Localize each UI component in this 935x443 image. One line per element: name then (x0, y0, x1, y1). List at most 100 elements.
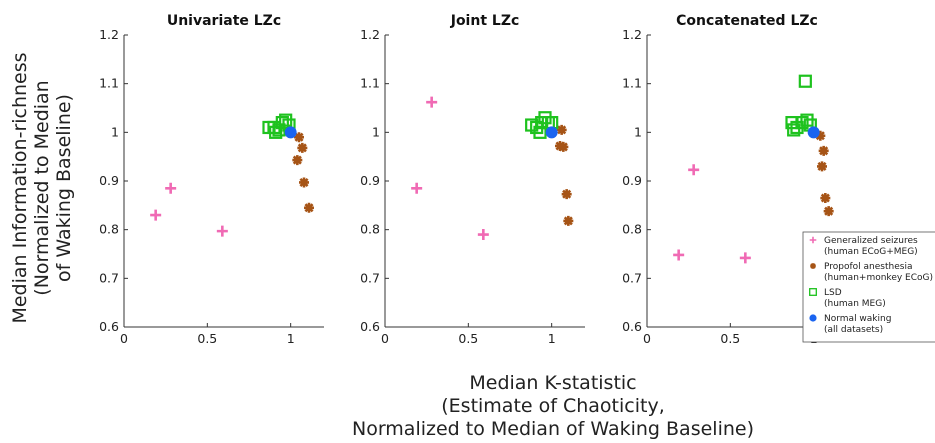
series-asterisk (815, 130, 834, 217)
data-point-dot (807, 126, 820, 139)
legend-marker-asterisk (810, 263, 816, 269)
legend-entry: Generalized seizures(human ECoG+MEG) (809, 236, 918, 257)
x-tick-label: 0.5 (720, 331, 740, 346)
data-point-asterisk (292, 155, 303, 166)
series-plus (150, 182, 228, 237)
x-tick-label: 0 (381, 331, 389, 346)
data-point-dot (284, 126, 297, 139)
x-tick-label: 0 (120, 331, 128, 346)
legend-sublabel: (human+monkey ECoG) (824, 273, 933, 283)
y-tick-label: 0.7 (622, 270, 642, 285)
y-tick-label: 0.8 (99, 222, 119, 237)
data-point-asterisk (556, 124, 567, 135)
legend-marker-plus (809, 236, 817, 244)
legend: Generalized seizures(human ECoG+MEG) Prop… (802, 231, 935, 343)
y-tick-label: 1.1 (360, 76, 380, 91)
legend-sublabel: (human MEG) (824, 299, 886, 309)
legend-marker-dot (809, 314, 817, 322)
data-point-asterisk (818, 145, 829, 156)
y-tick-label: 0.8 (360, 222, 380, 237)
data-point-plus (150, 209, 162, 221)
y-tick-label: 0.8 (622, 222, 642, 237)
data-point-asterisk (563, 215, 574, 226)
x-axis-label-line-2: (Estimate of Chaoticity, (441, 395, 665, 417)
series-dot (545, 126, 558, 139)
y-tick-label: 1.1 (99, 76, 119, 91)
legend-sublabel: (human ECoG+MEG) (824, 247, 918, 257)
data-point-square (269, 125, 283, 139)
x-tick-label: 1 (548, 331, 556, 346)
y-tick-label: 0.6 (99, 319, 119, 334)
data-point-plus (673, 249, 685, 261)
y-tick-label: 0.9 (622, 173, 642, 188)
data-point-asterisk (304, 202, 314, 213)
panel-2: Joint LZc 0.6 0.7 0.8 0.9 1 1.1 1.2 0 0.5 1 (360, 13, 585, 346)
y-axis-label-line-2: (Normalized to Median (31, 80, 53, 295)
y-tick-label: 1.2 (99, 27, 119, 42)
y-tick-label: 0.9 (360, 173, 380, 188)
data-point-asterisk (823, 206, 834, 217)
x-tick-label: 0.5 (197, 331, 217, 346)
panel-title: Univariate LZc (167, 13, 281, 29)
y-axis-label-line-1: Median Information-richness (9, 52, 31, 323)
panel-title: Concatenated LZc (676, 13, 818, 29)
x-axis-label-line-3: Normalized to Median of Waking Baseline) (352, 418, 754, 440)
y-tick-label: 1 (372, 124, 380, 139)
legend-marker-square (809, 288, 817, 296)
series-plus (411, 96, 489, 241)
data-point-plus (216, 225, 228, 237)
legend-entry: Normal waking(all datasets) (809, 314, 891, 335)
data-point-square (798, 74, 812, 88)
legend-label: Normal waking (824, 314, 891, 324)
x-tick-label: 0 (643, 331, 651, 346)
series-plus (673, 164, 751, 264)
y-tick-label: 0.7 (99, 270, 119, 285)
legend-box (802, 231, 935, 343)
y-tick-label: 1 (111, 124, 119, 139)
data-point-asterisk (558, 141, 569, 152)
data-point-square (275, 115, 289, 130)
data-point-dot (545, 126, 558, 139)
x-axis-label-line-1: Median K-statistic (469, 372, 636, 394)
panel-title: Joint LZc (450, 13, 520, 29)
data-point-asterisk (561, 189, 572, 200)
y-tick-label: 0.6 (622, 319, 642, 334)
x-tick-label: 0.5 (458, 331, 478, 346)
series-dot (807, 126, 820, 139)
data-point-square (533, 125, 547, 139)
y-tick-label: 1.2 (360, 27, 380, 42)
legend-sublabel: (all datasets) (824, 325, 883, 335)
data-point-plus (165, 182, 177, 194)
data-point-plus (688, 164, 700, 176)
legend-entry: Propofol anesthesia(human+monkey ECoG) (810, 262, 933, 283)
y-axis-label-line-3: of Waking Baseline) (53, 94, 75, 282)
panel-1: Univariate LZc 0.6 0.7 0.8 0.9 1 1.1 1.2 0 0.5 1 (99, 13, 324, 346)
y-tick-label: 1.1 (622, 76, 642, 91)
data-point-asterisk (297, 142, 308, 153)
legend-entry: LSD(human MEG) (809, 288, 886, 309)
x-tick-label: 1 (287, 331, 295, 346)
data-point-asterisk (817, 161, 827, 172)
y-tick-label: 1.2 (622, 27, 642, 42)
series-dot (284, 126, 297, 139)
legend-label: Propofol anesthesia (824, 262, 912, 272)
data-point-asterisk (294, 132, 304, 143)
legend-label: LSD (824, 288, 842, 298)
y-tick-label: 0.9 (99, 173, 119, 188)
series-square (785, 74, 817, 137)
data-point-square (787, 123, 801, 137)
series-asterisk (555, 124, 574, 226)
data-point-plus (411, 182, 423, 194)
legend-label: Generalized seizures (824, 236, 918, 246)
y-tick-label: 1 (634, 124, 642, 139)
data-point-asterisk (820, 193, 831, 204)
data-point-plus (426, 96, 438, 108)
series-asterisk (292, 132, 314, 213)
data-point-asterisk (299, 177, 309, 188)
series-square (525, 111, 559, 139)
y-tick-label: 0.6 (360, 319, 380, 334)
data-point-plus (477, 229, 489, 241)
y-tick-label: 0.7 (360, 270, 380, 285)
